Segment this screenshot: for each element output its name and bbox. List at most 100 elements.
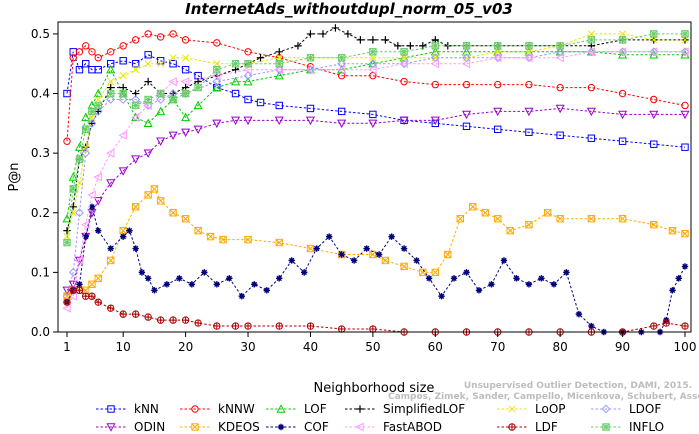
point-odin <box>586 107 596 117</box>
point-lof <box>93 88 103 98</box>
point-loop <box>619 30 627 38</box>
point-inflo <box>213 65 221 74</box>
series-line-kdeos <box>66 188 686 297</box>
point-knnw <box>119 42 127 50</box>
point-loop <box>132 66 140 74</box>
series-inflo <box>63 30 689 247</box>
point-knn <box>525 128 533 136</box>
point-cof <box>475 287 483 294</box>
point-knn <box>462 122 471 131</box>
series-line-odin <box>66 107 685 291</box>
point-knn <box>337 107 346 116</box>
point-knnw <box>181 36 190 44</box>
point-cof <box>119 233 127 240</box>
point-cof <box>681 263 689 270</box>
point-inflo <box>88 107 96 116</box>
point-cof <box>213 281 221 288</box>
x-tick-label: 1 <box>63 340 71 354</box>
point-ldf <box>231 322 240 330</box>
point-knnw <box>63 137 71 145</box>
point-odin <box>305 116 315 126</box>
point-fastabod <box>368 65 377 75</box>
point-fastabod <box>212 71 221 81</box>
point-inflo <box>119 89 127 98</box>
point-knnw <box>681 101 689 110</box>
point-kdeos <box>506 226 514 235</box>
point-loop <box>169 54 177 62</box>
point-ldf <box>181 316 190 324</box>
point-kdeos <box>219 235 227 244</box>
legend-marker-odin <box>106 423 116 432</box>
point-knn <box>650 140 658 148</box>
point-cof <box>138 269 146 276</box>
point-kdeos <box>156 197 165 205</box>
point-ldf <box>156 316 165 324</box>
point-kdeos <box>494 215 502 223</box>
series-cof <box>63 203 689 336</box>
point-knn <box>169 60 177 68</box>
point-ldof <box>274 65 284 75</box>
point-cof <box>675 275 682 282</box>
legend-marker-inflo <box>602 423 610 431</box>
credit-line-2: Campos, Zimek, Sander, Campello, Micenko… <box>388 392 699 402</box>
legend-marker-ldf <box>508 423 516 431</box>
point-kdeos <box>618 215 627 223</box>
point-kdeos <box>668 226 677 235</box>
point-odin <box>143 149 153 158</box>
point-ldof <box>106 95 116 104</box>
point-kdeos <box>94 274 102 283</box>
legend-label-ldof: LDOF <box>629 402 661 416</box>
legend-marker-fastabod <box>355 422 364 432</box>
point-ldf <box>650 322 658 330</box>
x-tick-label: 70 <box>490 340 505 354</box>
point-ldf <box>306 322 315 330</box>
point-inflo <box>131 101 140 110</box>
point-cof <box>363 245 370 252</box>
point-kdeos <box>131 203 140 211</box>
legend-marker-loop <box>508 405 516 413</box>
point-kdeos <box>275 238 283 247</box>
point-fastabod <box>62 303 71 313</box>
point-odin <box>212 119 222 129</box>
point-ldof <box>75 208 84 218</box>
point-knn <box>119 57 127 65</box>
y-tick-label: 0.4 <box>31 87 50 101</box>
point-simplifiedlof <box>331 24 340 32</box>
point-loop <box>144 60 152 68</box>
point-simplifiedlof <box>63 226 71 235</box>
point-cof <box>563 269 570 276</box>
point-cof <box>388 233 395 240</box>
point-cof <box>413 257 420 264</box>
legend-label-inflo: INFLO <box>629 420 664 434</box>
point-inflo <box>400 48 408 56</box>
point-fastabod <box>243 65 252 75</box>
series-knnw <box>63 30 689 145</box>
point-cof <box>669 287 676 294</box>
point-knn <box>556 131 564 139</box>
point-ldof <box>243 71 253 81</box>
legend-label-knn: kNN <box>134 402 159 416</box>
point-odin <box>368 119 378 129</box>
point-loop <box>400 54 408 62</box>
legend-item-simplifiedlof: SimplifiedLOF <box>345 402 465 416</box>
point-knn <box>494 125 502 134</box>
point-lof <box>243 76 253 86</box>
point-kdeos <box>181 215 190 223</box>
point-knn <box>369 110 377 119</box>
point-inflo <box>431 42 440 50</box>
point-knn <box>244 95 252 104</box>
point-inflo <box>650 30 658 38</box>
point-ldof <box>68 267 78 277</box>
point-ldf <box>131 310 140 318</box>
point-knn <box>275 101 283 110</box>
point-ldf <box>94 298 102 306</box>
legend-label-loop: LoOP <box>535 402 566 416</box>
point-fastabod <box>586 47 596 57</box>
legend-marker-knn <box>107 405 115 413</box>
point-simplifiedlof <box>294 42 302 50</box>
point-ldf <box>244 322 252 330</box>
point-cof <box>575 310 583 318</box>
point-inflo <box>169 95 177 104</box>
point-ldf <box>337 325 346 333</box>
point-lof <box>143 118 153 128</box>
